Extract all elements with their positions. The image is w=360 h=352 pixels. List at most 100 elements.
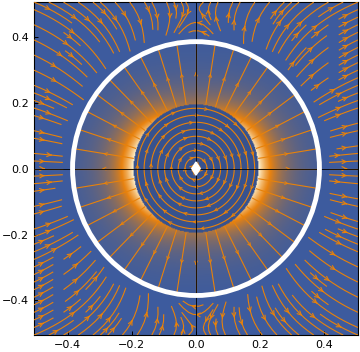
FancyArrowPatch shape: [69, 312, 74, 316]
FancyArrowPatch shape: [122, 11, 126, 16]
FancyArrowPatch shape: [106, 318, 110, 322]
FancyArrowPatch shape: [39, 101, 44, 104]
FancyArrowPatch shape: [39, 308, 43, 312]
FancyArrowPatch shape: [103, 328, 108, 333]
FancyArrowPatch shape: [198, 21, 202, 25]
FancyArrowPatch shape: [51, 63, 56, 67]
FancyArrowPatch shape: [342, 201, 347, 205]
FancyArrowPatch shape: [342, 146, 347, 150]
FancyArrowPatch shape: [85, 316, 89, 321]
FancyArrowPatch shape: [232, 20, 236, 25]
FancyArrowPatch shape: [39, 315, 43, 319]
FancyArrowPatch shape: [38, 285, 43, 289]
FancyArrowPatch shape: [336, 240, 341, 244]
FancyArrowPatch shape: [312, 26, 316, 30]
FancyArrowPatch shape: [113, 16, 117, 21]
FancyArrowPatch shape: [181, 329, 185, 333]
FancyArrowPatch shape: [45, 89, 50, 93]
FancyArrowPatch shape: [85, 17, 89, 21]
FancyArrowPatch shape: [281, 318, 285, 322]
FancyArrowPatch shape: [63, 40, 68, 45]
FancyArrowPatch shape: [342, 166, 346, 170]
FancyArrowPatch shape: [38, 300, 43, 304]
FancyArrowPatch shape: [342, 125, 347, 129]
FancyArrowPatch shape: [247, 307, 251, 312]
FancyArrowPatch shape: [324, 276, 329, 281]
FancyArrowPatch shape: [138, 19, 142, 24]
FancyArrowPatch shape: [160, 326, 164, 330]
FancyArrowPatch shape: [202, 14, 206, 18]
FancyArrowPatch shape: [319, 287, 323, 291]
FancyArrowPatch shape: [168, 13, 172, 18]
FancyArrowPatch shape: [336, 219, 340, 223]
FancyArrowPatch shape: [294, 33, 298, 38]
FancyArrowPatch shape: [45, 230, 50, 234]
FancyArrowPatch shape: [232, 313, 236, 317]
FancyArrowPatch shape: [310, 313, 315, 318]
FancyArrowPatch shape: [215, 17, 219, 21]
FancyArrowPatch shape: [67, 253, 72, 258]
FancyArrowPatch shape: [51, 249, 56, 252]
FancyArrowPatch shape: [39, 115, 44, 119]
FancyArrowPatch shape: [336, 323, 341, 327]
FancyArrowPatch shape: [342, 97, 347, 101]
Polygon shape: [192, 162, 200, 175]
FancyArrowPatch shape: [276, 21, 281, 26]
FancyArrowPatch shape: [308, 48, 312, 52]
FancyArrowPatch shape: [39, 270, 43, 274]
FancyArrowPatch shape: [284, 308, 289, 313]
FancyArrowPatch shape: [312, 299, 317, 303]
FancyArrowPatch shape: [98, 314, 102, 319]
FancyArrowPatch shape: [342, 194, 347, 198]
FancyArrowPatch shape: [51, 77, 56, 81]
FancyArrowPatch shape: [343, 14, 347, 18]
FancyArrowPatch shape: [39, 240, 44, 244]
FancyArrowPatch shape: [221, 313, 225, 318]
FancyArrowPatch shape: [309, 59, 314, 64]
FancyArrowPatch shape: [67, 34, 72, 38]
FancyArrowPatch shape: [343, 38, 348, 42]
FancyArrowPatch shape: [328, 7, 333, 11]
FancyArrowPatch shape: [144, 312, 148, 317]
FancyArrowPatch shape: [93, 276, 97, 281]
FancyArrowPatch shape: [226, 13, 230, 18]
FancyArrowPatch shape: [175, 322, 179, 327]
FancyArrowPatch shape: [336, 114, 340, 118]
FancyArrowPatch shape: [342, 215, 347, 219]
FancyArrowPatch shape: [211, 314, 214, 318]
FancyArrowPatch shape: [45, 96, 50, 100]
FancyArrowPatch shape: [342, 174, 346, 177]
FancyArrowPatch shape: [330, 266, 335, 270]
FancyArrowPatch shape: [73, 279, 77, 283]
FancyArrowPatch shape: [335, 180, 339, 183]
FancyArrowPatch shape: [336, 93, 341, 97]
FancyArrowPatch shape: [98, 19, 102, 23]
FancyArrowPatch shape: [342, 160, 346, 164]
FancyArrowPatch shape: [39, 203, 44, 207]
FancyArrowPatch shape: [67, 306, 72, 311]
FancyArrowPatch shape: [40, 159, 44, 163]
FancyArrowPatch shape: [314, 32, 319, 36]
FancyArrowPatch shape: [313, 275, 318, 279]
FancyArrowPatch shape: [182, 12, 185, 17]
FancyArrowPatch shape: [38, 293, 43, 296]
FancyArrowPatch shape: [39, 189, 44, 193]
FancyArrowPatch shape: [89, 305, 93, 310]
FancyArrowPatch shape: [39, 130, 44, 134]
FancyArrowPatch shape: [129, 321, 132, 325]
FancyArrowPatch shape: [213, 321, 217, 327]
FancyArrowPatch shape: [146, 6, 149, 11]
FancyArrowPatch shape: [342, 229, 347, 233]
FancyArrowPatch shape: [206, 317, 209, 321]
FancyArrowPatch shape: [315, 294, 319, 298]
FancyArrowPatch shape: [45, 6, 50, 10]
FancyArrowPatch shape: [74, 291, 78, 295]
FancyArrowPatch shape: [46, 111, 50, 114]
FancyArrowPatch shape: [187, 10, 191, 14]
FancyArrowPatch shape: [40, 166, 44, 170]
FancyArrowPatch shape: [330, 251, 335, 255]
FancyArrowPatch shape: [343, 53, 348, 57]
FancyArrowPatch shape: [174, 5, 178, 10]
FancyArrowPatch shape: [297, 311, 302, 315]
FancyArrowPatch shape: [290, 62, 294, 67]
